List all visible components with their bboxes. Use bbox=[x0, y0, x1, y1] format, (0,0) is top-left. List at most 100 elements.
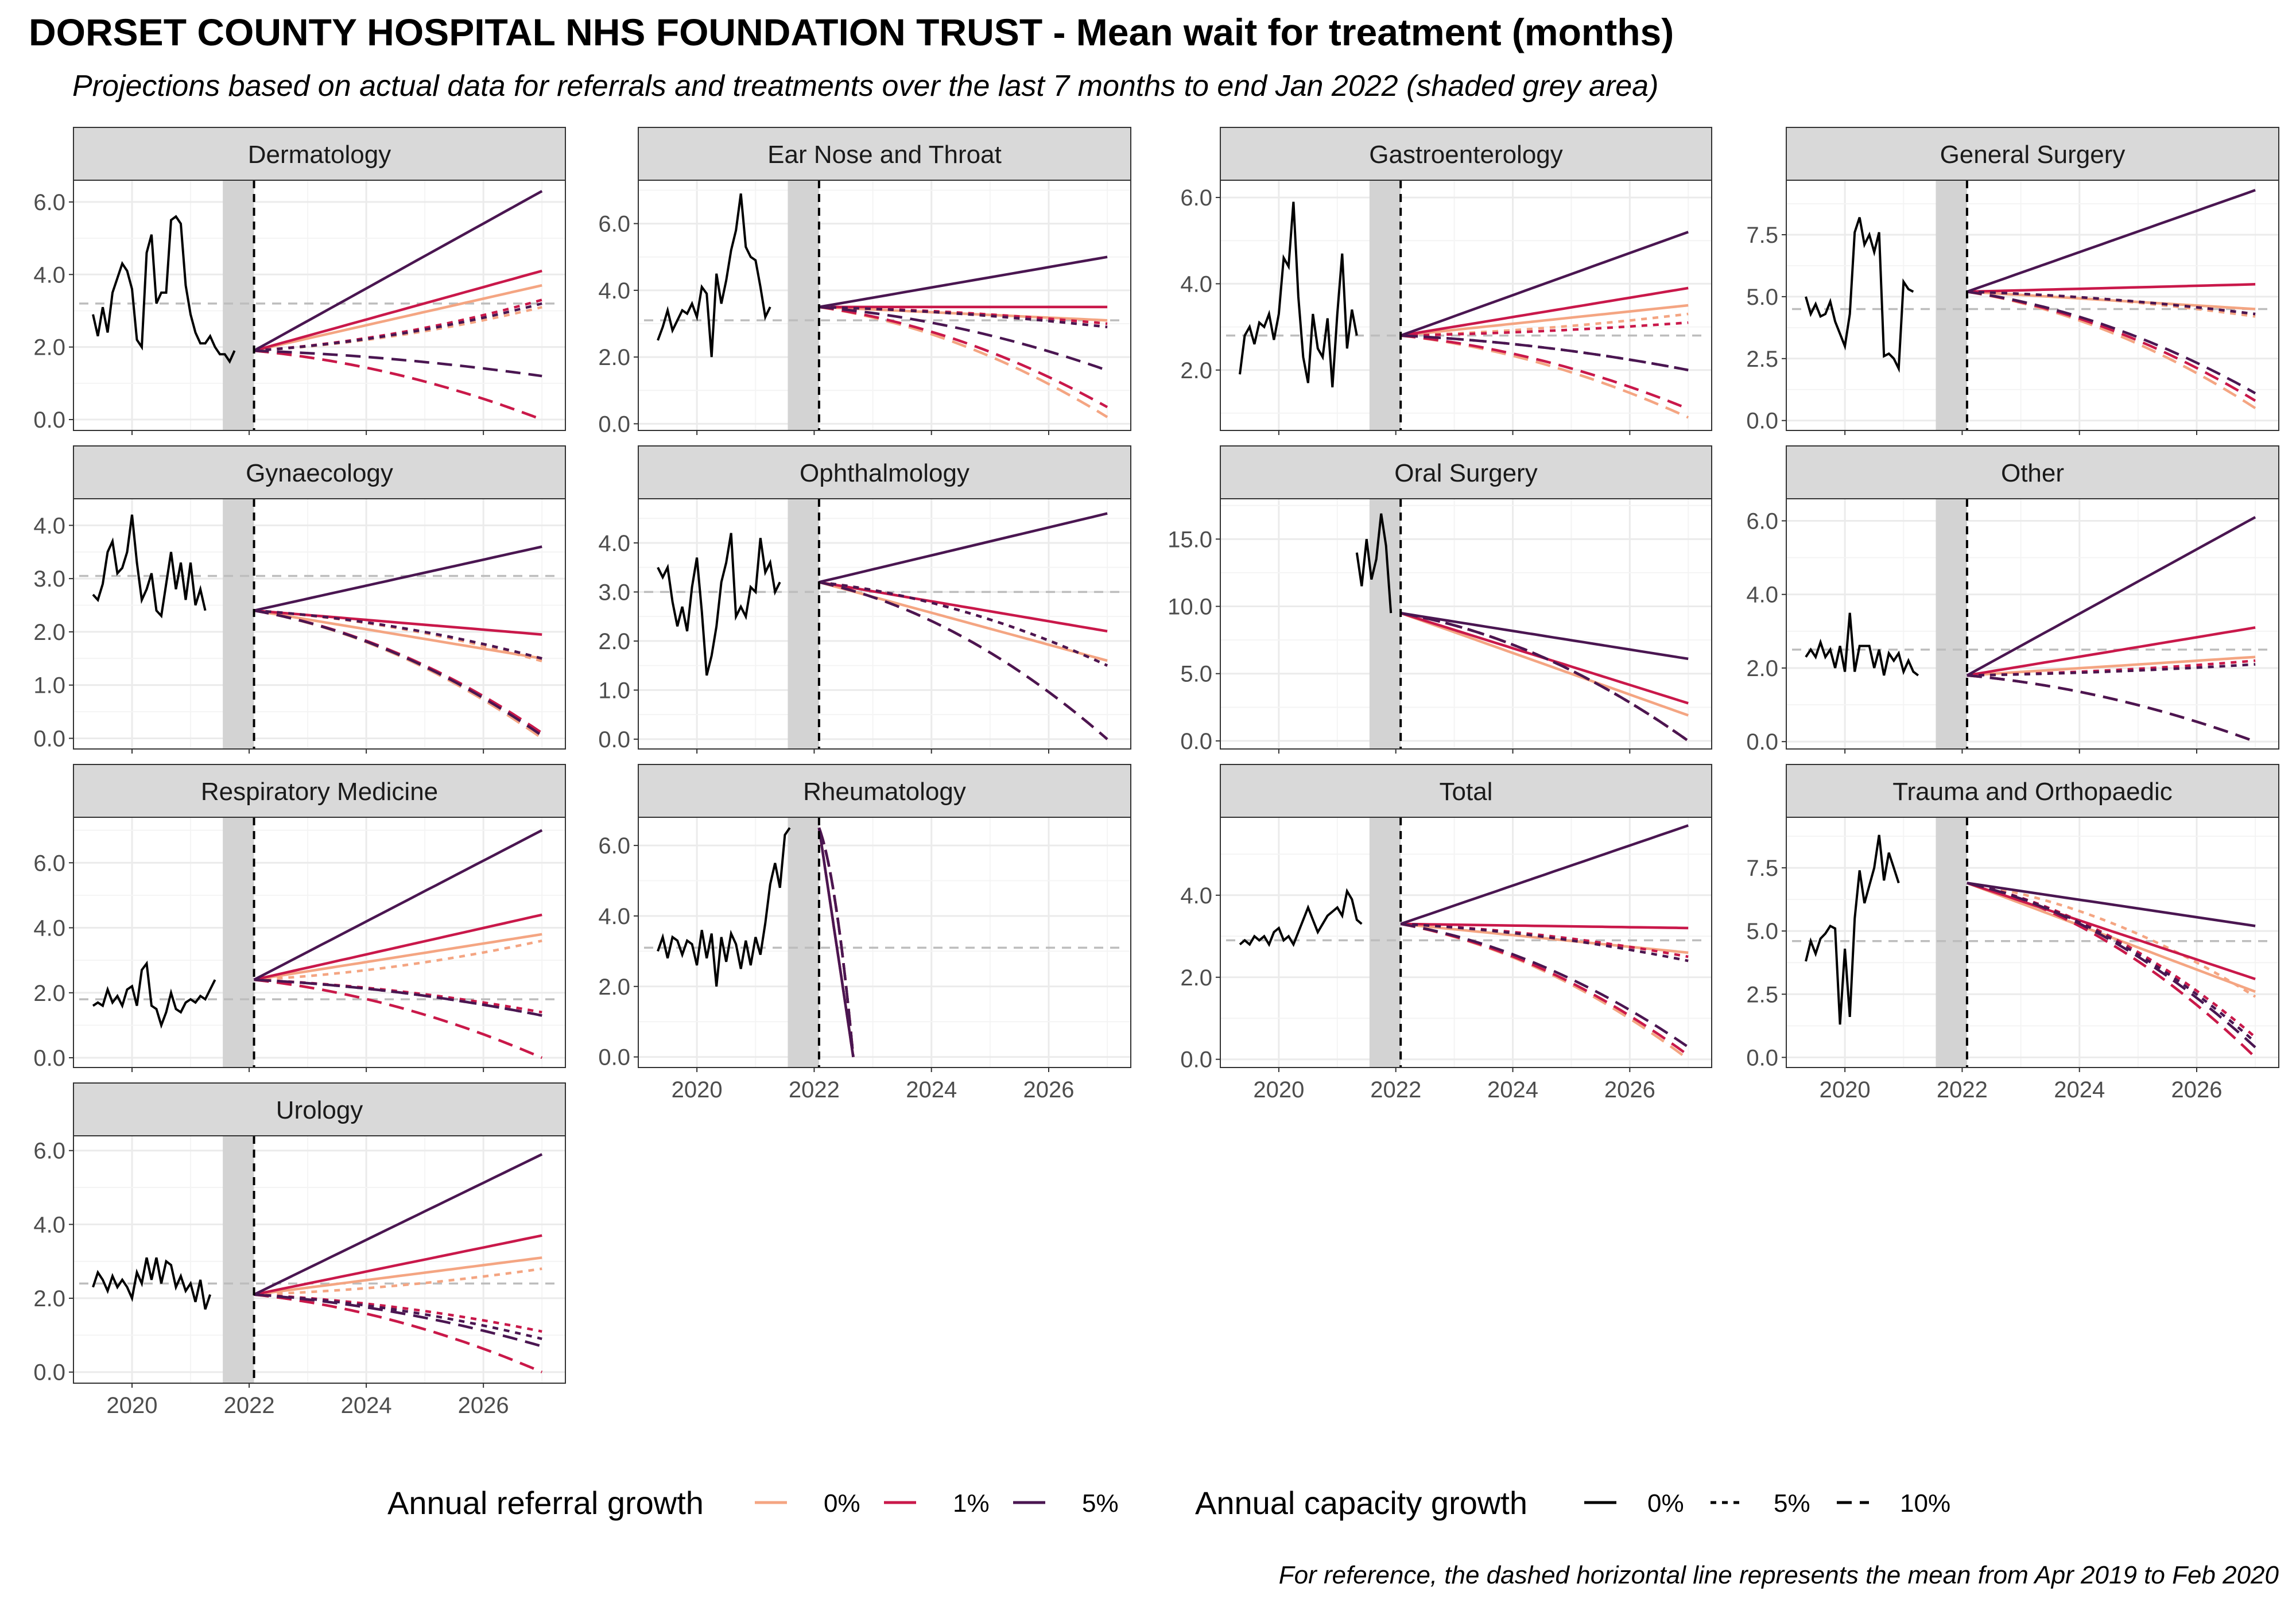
projection-line bbox=[819, 305, 1108, 409]
x-tick-label: 2026 bbox=[1023, 1077, 1075, 1103]
facet-strip-label: Ear Nose and Throat bbox=[767, 141, 1002, 169]
projection-line bbox=[1400, 231, 1689, 337]
facet-panel: Oral Surgery 0.0 5.0 10.0 15.0 bbox=[1168, 445, 1712, 754]
y-tick-label: 2.0 bbox=[598, 629, 630, 654]
projection-line bbox=[1967, 663, 2256, 677]
facet-strip-label: Total bbox=[1440, 778, 1493, 806]
y-tick-label: 6.0 bbox=[33, 851, 65, 876]
y-tick-label: 2.0 bbox=[1180, 358, 1212, 383]
projection-line bbox=[1967, 283, 2256, 293]
y-tick-label: 0.0 bbox=[1746, 1045, 1778, 1070]
y-tick-label: 4.0 bbox=[598, 278, 630, 304]
y-tick-label: 0.0 bbox=[1180, 1047, 1212, 1073]
facet-panel: General Surgery 0.0 2.5 5.0 7.5 bbox=[1746, 127, 2279, 435]
panel-border bbox=[1786, 180, 2279, 431]
projection-line bbox=[1401, 922, 1689, 930]
panel-border bbox=[73, 180, 566, 431]
y-tick-label: 0.0 bbox=[33, 407, 65, 433]
projection-line bbox=[1967, 882, 2256, 1049]
y-tick-label: 2.0 bbox=[33, 620, 65, 645]
panel-background bbox=[1786, 817, 2279, 1068]
facet-strip-label: Ophthalmology bbox=[800, 459, 969, 487]
y-tick-label: 4.0 bbox=[1180, 271, 1212, 297]
panel-border bbox=[1220, 180, 1712, 431]
x-tick-label: 2020 bbox=[672, 1077, 723, 1103]
y-tick-label: 3.0 bbox=[33, 566, 65, 592]
shaded-area bbox=[1936, 180, 1967, 430]
projection-line bbox=[1967, 626, 2256, 677]
shaded-area bbox=[788, 817, 819, 1068]
legend-title-referral: Annual referral growth bbox=[387, 1485, 704, 1521]
y-tick-label: 0.0 bbox=[1180, 729, 1212, 754]
projection-line bbox=[254, 978, 543, 1059]
y-tick-label: 2.0 bbox=[33, 1286, 65, 1311]
projection-line bbox=[254, 609, 542, 660]
panel-border bbox=[1220, 817, 1712, 1068]
facet-strip bbox=[73, 764, 566, 818]
y-tick-label: 15.0 bbox=[1168, 527, 1212, 552]
y-tick-label: 0.0 bbox=[33, 726, 65, 751]
projection-line bbox=[1967, 882, 2256, 998]
projection-line bbox=[1401, 334, 1689, 372]
projection-line bbox=[1967, 655, 2256, 677]
facet-strip-label: Urology bbox=[276, 1096, 363, 1124]
x-tick-label: 2020 bbox=[107, 1393, 158, 1418]
x-tick-label: 2024 bbox=[341, 1393, 392, 1418]
actual-series-line bbox=[92, 514, 207, 619]
panel-border bbox=[73, 498, 566, 750]
panel-border bbox=[73, 1135, 566, 1384]
projection-line bbox=[254, 302, 542, 352]
x-tick-label: 2022 bbox=[224, 1393, 275, 1418]
chart-subtitle: Projections based on actual data for ref… bbox=[72, 69, 1659, 103]
y-tick-label: 4.0 bbox=[598, 531, 630, 556]
y-tick-label: 2.0 bbox=[1180, 965, 1212, 991]
projection-line bbox=[1401, 922, 1689, 962]
facet-strip-label: Other bbox=[2001, 459, 2064, 487]
panel-border bbox=[638, 180, 1131, 431]
projection-line bbox=[819, 581, 1108, 667]
facet-strip-label: Dermatology bbox=[248, 141, 391, 169]
facet-panel: Total 0.0 2.0 4.0 2020 2022 2024 2026 bbox=[1180, 764, 1712, 1103]
y-tick-label: 6.0 bbox=[33, 1139, 65, 1164]
projection-line bbox=[254, 1293, 543, 1373]
projection-line bbox=[254, 913, 542, 981]
projection-line bbox=[1967, 290, 2256, 316]
y-tick-label: 4.0 bbox=[33, 262, 65, 288]
actual-series-line bbox=[92, 215, 236, 364]
y-tick-label: 1.0 bbox=[598, 678, 630, 703]
projection-line bbox=[254, 609, 543, 737]
projection-line bbox=[254, 1234, 542, 1296]
y-tick-label: 0.0 bbox=[33, 1360, 65, 1385]
panel-background bbox=[1786, 499, 2279, 749]
facet-strip-label: Respiratory Medicine bbox=[201, 778, 438, 806]
facet-panel: Urology 0.0 2.0 4.0 6.0 2020 2022 2024 2026 bbox=[33, 1082, 566, 1418]
projection-line bbox=[1400, 286, 1689, 337]
shaded-area bbox=[1369, 817, 1401, 1068]
shaded-area bbox=[223, 1136, 254, 1383]
y-tick-label: 4.0 bbox=[1746, 583, 1778, 608]
actual-series-line bbox=[1805, 217, 1914, 373]
facet-panel: Gastroenterology 2.0 4.0 6.0 bbox=[1180, 127, 1712, 435]
legend-key-label: 0% bbox=[1647, 1489, 1684, 1517]
panel-border bbox=[638, 817, 1131, 1068]
facet-strip-label: Gastroenterology bbox=[1369, 141, 1563, 169]
projection-line bbox=[1967, 290, 2256, 395]
projection-line bbox=[1400, 922, 1689, 1049]
projection-line bbox=[1967, 882, 2256, 927]
shaded-area bbox=[788, 180, 819, 430]
panel-border bbox=[1220, 498, 1712, 750]
y-tick-label: 4.0 bbox=[33, 513, 65, 538]
projection-line bbox=[254, 1293, 542, 1348]
shaded-area bbox=[223, 817, 254, 1068]
facet-strip bbox=[1220, 445, 1712, 499]
facet-strip bbox=[1786, 127, 2279, 181]
y-tick-label: 0.0 bbox=[598, 412, 630, 437]
shaded-area bbox=[788, 499, 819, 749]
projection-line bbox=[819, 305, 1108, 372]
shaded-area bbox=[223, 180, 254, 430]
y-tick-label: 6.0 bbox=[598, 833, 630, 859]
y-tick-label: 3.0 bbox=[598, 580, 630, 605]
y-tick-label: 10.0 bbox=[1168, 595, 1212, 620]
y-tick-label: 4.0 bbox=[1180, 883, 1212, 909]
